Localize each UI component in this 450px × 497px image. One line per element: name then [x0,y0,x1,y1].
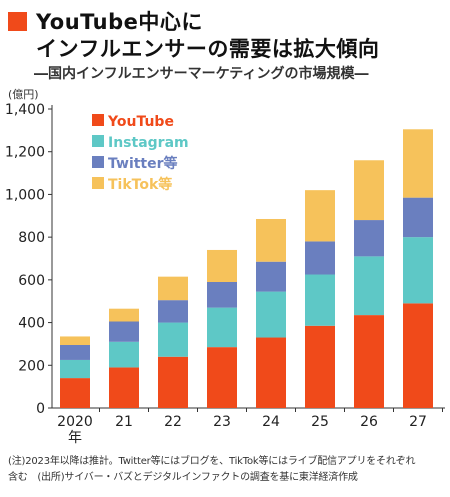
x-tick-label: 21 [115,414,133,430]
bar-segment [305,325,335,408]
bar-segment [354,160,384,221]
x-tick-label: 2020 [57,414,93,430]
bar-segment [109,308,139,322]
bar-segment [60,378,90,408]
legend-label: Twitter等 [108,155,178,172]
legend-label: TikTok等 [108,176,172,193]
title-marker [8,12,27,31]
y-tick-label: 800 [18,230,45,246]
bar-segment [207,307,237,348]
legend-swatch [92,156,104,168]
bar-segment [256,337,286,408]
y-tick-label: 1,000 [5,187,45,203]
y-axis-unit: (億円) [8,88,39,101]
x-tick-label-suffix: 年 [68,430,82,446]
legend-label: YouTube [107,114,174,130]
bar-segment [207,281,237,308]
legend-swatch [92,114,104,126]
bar-segment [305,274,335,326]
bar-segment [207,347,237,408]
bar-segment [403,129,433,198]
bar-segment [60,344,90,360]
bar-segment [256,291,286,338]
chart-subtitle: ―国内インフルエンサーマーケティングの市場規模― [34,66,369,82]
y-tick-label: 600 [18,273,45,289]
x-tick-label: 23 [213,414,231,430]
bar-segment [60,336,90,345]
bar-segment [256,218,286,262]
bar-segment [305,190,335,242]
y-tick-label: 200 [18,358,45,374]
legend-label: Instagram [108,135,189,151]
footnote-line2: 含む (出所)サイバー・バズとデジタルインファクトの調査を基に東洋経済作成 [8,472,358,483]
bar-segment [354,315,384,408]
bar-segment [158,322,188,357]
x-tick-label: 26 [360,414,378,430]
x-tick-label: 25 [311,414,329,430]
chart-title-line2: インフルエンサーの需要は拡大傾向 [36,37,380,61]
bar-segment [158,356,188,408]
bar-segment [60,359,90,379]
x-tick-label: 27 [409,414,427,430]
y-tick-label: 1,200 [5,145,45,161]
bar-segment [305,241,335,275]
x-tick-label: 22 [164,414,182,430]
bar-segment [109,321,139,342]
bar-segment [354,256,384,316]
chart-title-line1: YouTube中心に [36,10,203,34]
bar-segment [256,261,286,292]
bar-segment [109,367,139,408]
y-tick-label: 0 [36,401,45,417]
y-tick-label: 1,400 [5,102,45,118]
bar-segment [403,197,433,238]
x-tick-label: 24 [262,414,280,430]
bar-segment [403,303,433,408]
y-tick-label: 400 [18,316,45,332]
legend-swatch [92,177,104,189]
legend-swatch [92,135,104,147]
bar-segment [207,249,237,282]
bar-segment [158,276,188,301]
bar-segment [158,300,188,323]
footnote-line1: (注)2023年以降は推計。Twitter等にはブログを、TikTok等にはライ… [8,456,416,467]
bar-segment [403,237,433,304]
bar-segment [109,341,139,368]
bar-segment [354,220,384,257]
